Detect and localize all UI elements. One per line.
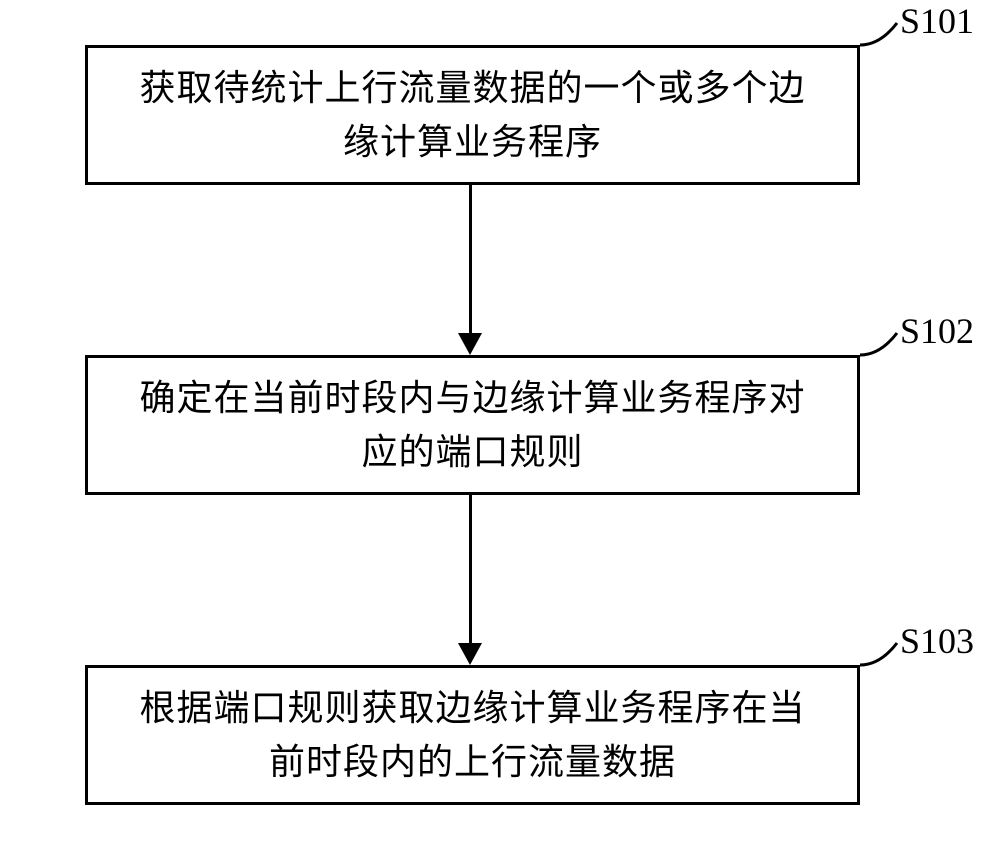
arrow-s102-s103 [469,495,472,643]
label-connector-s103 [855,638,905,678]
step-text-line: 应的端口规则 [361,432,583,472]
step-label-s101: S101 [900,0,974,42]
label-connector-s101 [855,18,905,58]
step-box-s102: 确定在当前时段内与边缘计算业务程序对 应的端口规则 [85,355,860,495]
step-label-s103: S103 [900,620,974,662]
flowchart-container: 获取待统计上行流量数据的一个或多个边 缘计算业务程序 S101 确定在当前时段内… [0,0,1000,861]
arrow-head-s102-s103 [458,643,482,665]
arrow-head-s101-s102 [458,333,482,355]
step-label-s102: S102 [900,310,974,352]
label-connector-s102 [855,328,905,368]
step-text-s101: 获取待统计上行流量数据的一个或多个边 缘计算业务程序 [139,61,805,169]
step-text-s103: 根据端口规则获取边缘计算业务程序在当 前时段内的上行流量数据 [139,681,805,789]
step-box-s103: 根据端口规则获取边缘计算业务程序在当 前时段内的上行流量数据 [85,665,860,805]
step-text-line: 缘计算业务程序 [343,122,602,162]
arrow-s101-s102 [469,185,472,333]
step-box-s101: 获取待统计上行流量数据的一个或多个边 缘计算业务程序 [85,45,860,185]
step-text-line: 前时段内的上行流量数据 [269,742,676,782]
step-text-line: 根据端口规则获取边缘计算业务程序在当 [139,688,805,728]
step-text-line: 获取待统计上行流量数据的一个或多个边 [139,68,805,108]
step-text-s102: 确定在当前时段内与边缘计算业务程序对 应的端口规则 [139,371,805,479]
step-text-line: 确定在当前时段内与边缘计算业务程序对 [139,378,805,418]
